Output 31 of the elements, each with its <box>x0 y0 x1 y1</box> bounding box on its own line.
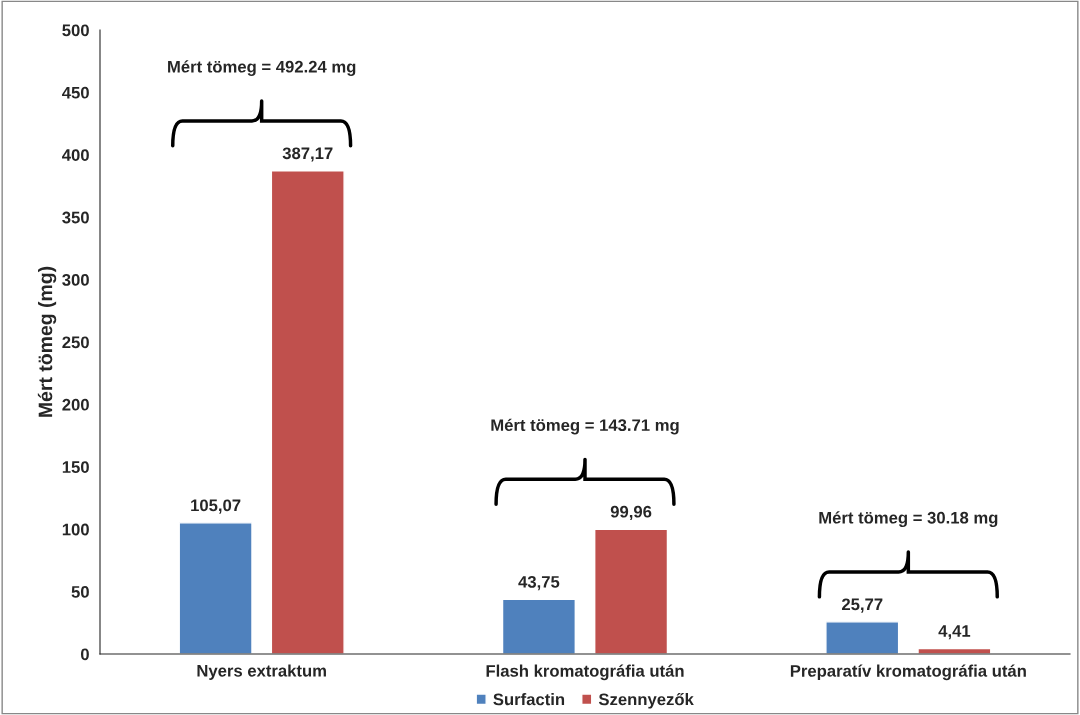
data-label: 105,07 <box>191 499 241 514</box>
data-label: 387,17 <box>282 147 333 162</box>
bar <box>501 598 576 654</box>
x-tick-label: Preparatív kromatográfia után <box>790 664 1026 681</box>
y-tick-label: 200 <box>62 398 89 411</box>
legend-label: Surfactin <box>493 693 565 706</box>
annotation: Mért tömeg = 30.18 mg <box>819 511 998 527</box>
data-label: 99,96 <box>610 505 652 521</box>
bar <box>178 522 253 654</box>
data-label: 43,75 <box>518 575 560 591</box>
y-tick-label: 400 <box>62 149 89 161</box>
bar <box>594 528 669 654</box>
annotation: Mért tömeg = 492.24 mg <box>168 60 356 76</box>
x-tick-label: Nyers extraktum <box>197 664 326 680</box>
y-tick-label: 250 <box>62 336 89 349</box>
x-tick-label: Flash kromatográfia után <box>486 664 684 681</box>
y-tick-label: 150 <box>62 461 89 473</box>
data-label: 25,77 <box>841 598 883 613</box>
annotation: Mért tömeg = 143.71 mg <box>491 418 679 435</box>
y-tick-label: 500 <box>62 24 89 37</box>
y-tick-label: 100 <box>62 523 89 536</box>
y-tick-label: 450 <box>62 86 89 99</box>
bar <box>825 621 900 654</box>
y-tick-label: 350 <box>62 211 89 224</box>
legend-label: Szennyezők <box>598 693 694 709</box>
bar <box>270 170 345 654</box>
y-tick-label: 300 <box>62 274 89 286</box>
y-tick-label: 50 <box>71 586 89 598</box>
y-axis-title: Mért tömeg (mg) <box>37 266 57 417</box>
y-tick-label: 0 <box>80 648 89 661</box>
data-label: 4,41 <box>938 625 971 640</box>
